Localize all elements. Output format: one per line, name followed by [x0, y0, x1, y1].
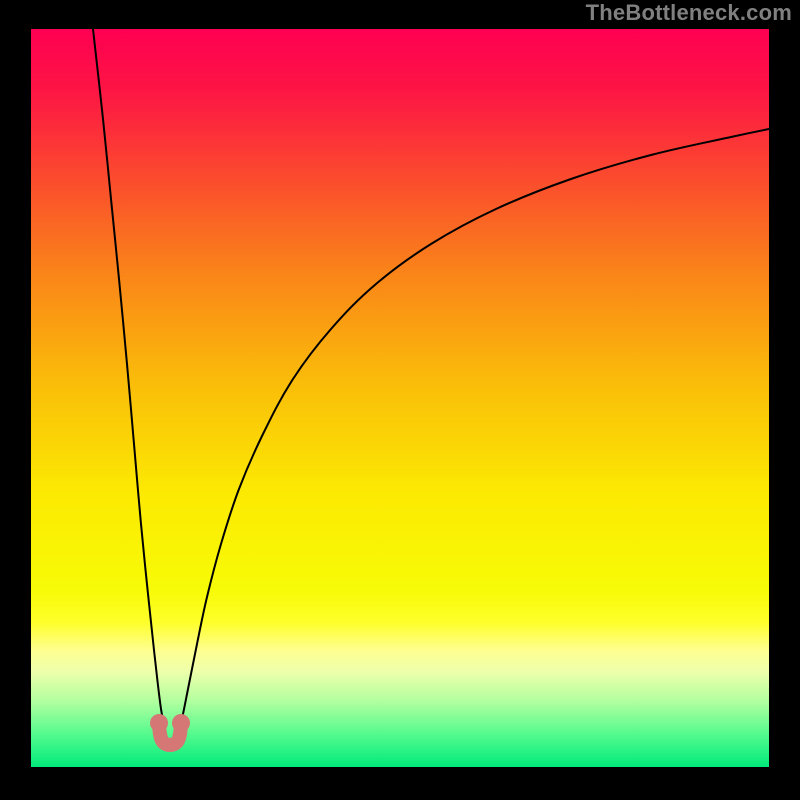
figure-container: TheBottleneck.com [0, 0, 800, 800]
chart-svg [31, 29, 769, 767]
dip-marker-dot-1 [172, 714, 190, 732]
gradient-background [31, 29, 769, 767]
dip-marker-dot-0 [150, 714, 168, 732]
plot-area [31, 29, 769, 767]
watermark-text: TheBottleneck.com [586, 0, 792, 26]
